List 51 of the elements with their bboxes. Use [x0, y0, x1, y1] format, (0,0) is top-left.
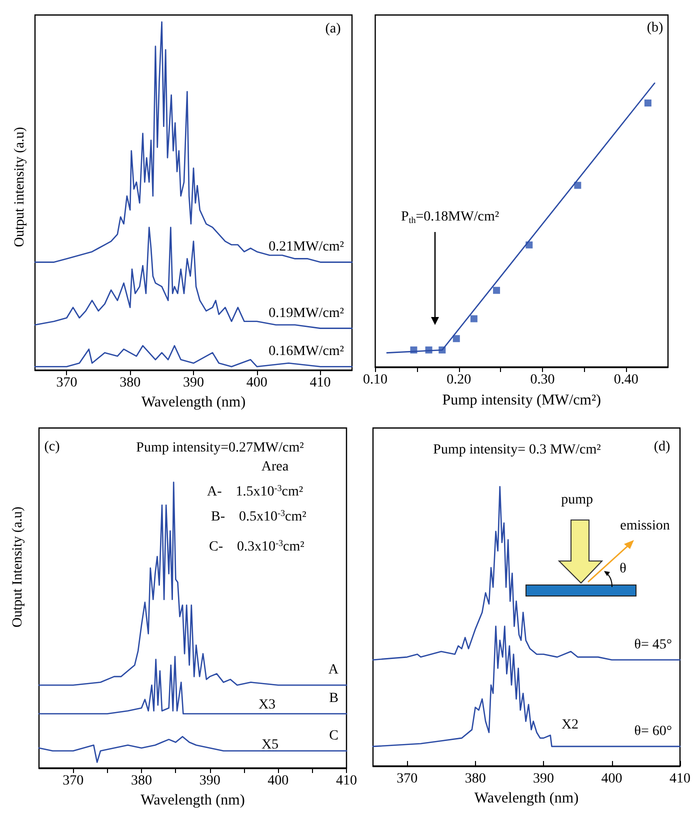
- x-tick-label: 410: [336, 774, 357, 788]
- x-tick-label: 390: [199, 774, 220, 788]
- text: Area: [261, 460, 290, 474]
- point: [644, 100, 652, 106]
- annotation: pump: [561, 492, 593, 508]
- x-tick-label: 390: [533, 772, 554, 786]
- x-axis-title: Wavelength (nm): [140, 792, 245, 808]
- chart-title: (d): [654, 440, 670, 454]
- text: Pump intensity= 0.3 MW/cm²: [433, 442, 601, 458]
- x-tick-label: 400: [246, 376, 268, 391]
- x-axis-title: Pump intensity (MW/cm²): [442, 392, 601, 408]
- series-label: A: [328, 662, 340, 678]
- annotation: X2: [561, 718, 579, 732]
- x-tick-label: 0.30: [530, 372, 555, 388]
- annotation: emission: [620, 518, 670, 534]
- x-tick-label: 0.40: [614, 372, 638, 388]
- x-tick-label: 410: [670, 772, 690, 786]
- x-axis-title: Wavelength (nm): [141, 394, 246, 410]
- y-axis-title: Output intensity (a.u): [12, 126, 28, 248]
- x-tick-label: 370: [62, 774, 84, 788]
- annotation: X3: [258, 698, 276, 712]
- point: [493, 286, 500, 294]
- series-label: 0.16MW/cm²: [268, 344, 344, 360]
- series-label: 0.21MW/cm²: [268, 240, 344, 255]
- x-tick-label: 0.20: [446, 372, 472, 388]
- x-tick-label: 390: [183, 376, 204, 391]
- x-tick-label: 0.10: [363, 372, 388, 388]
- text: Pump intensity=0.27MW/cm²: [136, 440, 304, 456]
- x-tick-label: 400: [268, 774, 289, 788]
- annotation: θ: [620, 562, 627, 576]
- series-label: θ= 60°: [634, 724, 672, 739]
- point: [470, 315, 478, 322]
- y-axis-title: Output Intensity (a.u): [10, 506, 26, 628]
- x-tick-label: 370: [56, 376, 78, 391]
- point: [574, 182, 582, 189]
- annotation: X5: [261, 738, 279, 752]
- x-tick-label: 380: [120, 376, 141, 391]
- series-label: C: [329, 728, 338, 744]
- x-tick-label: 370: [396, 772, 418, 786]
- series-label: 0.19MW/cm²: [268, 306, 344, 321]
- series-label: θ= 45°: [634, 637, 672, 652]
- chart-title: (a): [325, 22, 342, 36]
- chart-title: (c): [44, 440, 60, 454]
- x-tick-label: 410: [310, 376, 331, 391]
- series-label: B: [329, 691, 338, 706]
- x-tick-label: 400: [601, 772, 622, 786]
- point: [452, 335, 460, 342]
- chart-title: (b): [646, 20, 664, 36]
- x-tick-label: 380: [464, 772, 486, 786]
- x-axis-title: Wavelength (nm): [474, 790, 579, 806]
- x-tick-label: 380: [131, 774, 152, 788]
